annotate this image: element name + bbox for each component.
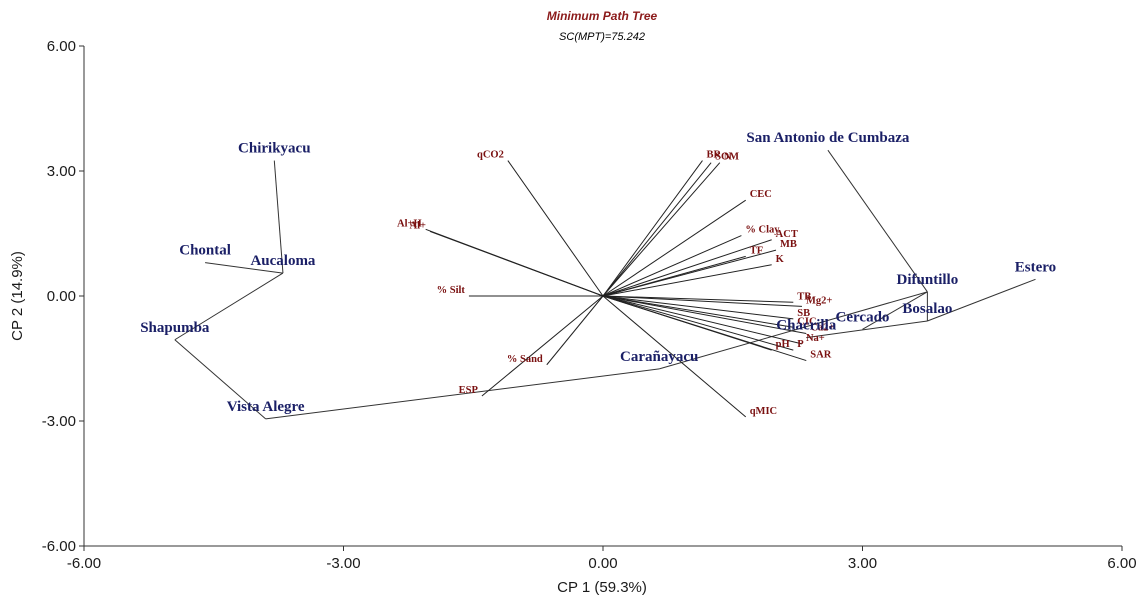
tree-edge-cara-ayacu-difuntillo [659,291,928,370]
vector-clay [602,235,742,297]
x-tick-label: -3.00 [326,555,360,572]
tree-edge-shapumba-vista-alegre [174,339,266,420]
site-label-chirikyacu: Chirikyacu [238,141,311,157]
site-label-san-antonio-de-cumbaza: San Antonio de Cumbaza [746,130,909,146]
vector-som [602,162,712,297]
vector-n [602,162,721,297]
y-tick-label: -3.00 [42,413,76,430]
x-tick-label: 3.00 [848,555,877,572]
tree-edge-aucaloma-shapumba [174,272,284,341]
tree-edge-chacrilla-bosalao [806,320,928,339]
y-tick-label: 6.00 [47,38,76,55]
site-label-cercado: Cercado [836,309,890,325]
vector-tf [602,255,746,297]
vector-ca2 [602,295,807,334]
variable-label-qco2: qCO2 [477,150,504,161]
x-tick-label: 6.00 [1107,555,1136,572]
axes: -6.00 -3.00 0.00 3.00 6.00 6.00 3.00 0.00 -3.00 -… [42,38,1137,572]
site-label-aucaloma: Aucaloma [250,253,315,269]
vector-esp [481,295,604,397]
variable-label-sb: SB [797,308,810,319]
vector-act [602,239,772,297]
variable-label-na: Na+ [806,333,825,344]
y-tick-label: 3.00 [47,163,76,180]
variable-label-ph: pH [776,339,790,350]
tree-edge-san-antonio-de-cumbaza-difuntillo [827,149,928,293]
variable-label-n: N [724,152,732,163]
variable-label-act: ACT [776,229,798,240]
variable-label-qmic: qMIC [750,406,777,417]
variable-label-esp: ESP [459,385,479,396]
chart-title: Minimum Path Tree [547,9,658,23]
tree-edge-chontal-aucaloma [205,262,284,274]
minimum-path-tree [174,149,1036,420]
site-label-difuntillo: Difuntillo [897,272,959,288]
vector-tb [602,295,794,303]
variable-label-clay: % Clay [745,225,780,236]
x-tick-label: 0.00 [588,555,617,572]
x-tick-label: -6.00 [67,555,101,572]
variable-label-mg2: Mg2+ [806,295,832,306]
variable-label-cec: CEC [750,189,772,200]
site-labels: Chirikyacu Aucaloma Chontal Shapumba Vista A… [140,130,1056,415]
tree-edge-vista-alegre-cara-ayacu [265,368,660,420]
vector-sar [602,295,807,362]
variable-label-ca2: Ca2+ [810,323,834,334]
site-label-chontal: Chontal [179,243,231,259]
variable-label-sand: % Sand [507,354,543,365]
site-label-bosalao: Bosalao [902,301,952,317]
variable-label-al: Al+ [410,220,427,231]
variable-label-cic: CIC [797,316,816,327]
vector-mg2 [602,295,802,307]
variable-label-sar: SAR [810,350,831,361]
vector-cec [602,199,747,297]
site-label-chacrilla: Chacrilla [776,318,836,334]
vector-sand [546,295,604,366]
tree-edge-chirikyacu-aucaloma [273,160,284,274]
variable-label-tb: TB [797,291,811,302]
variable-label-mb: MB [780,239,797,250]
y-tick-label: -6.00 [42,538,76,555]
variable-label-al-h: Al+H [397,218,422,229]
variable-label-som: SOM [715,152,739,163]
chart-subtitle: SC(MPT)=75.242 [559,31,645,43]
variable-label-p: P [797,339,804,350]
site-label-cara-ayacu: Carañayacu [620,349,698,365]
vector-qco2 [507,160,604,297]
vector-k [602,264,772,297]
y-axis-label: CP 2 (14.9%) [9,251,26,341]
variable-label-k: K [776,254,785,265]
tree-edge-difuntillo-cercado [862,291,928,330]
y-tick-label: 0.00 [47,288,76,305]
vector-cic [602,295,794,328]
vector-sb [602,295,794,320]
tree-edge-bosalao-estero [927,278,1036,322]
site-label-shapumba: Shapumba [140,320,210,336]
site-label-vista-alegre: Vista Alegre [227,399,305,415]
x-axis-label: CP 1 (59.3%) [557,579,647,596]
variable-label-silt: % Silt [437,285,466,296]
site-label-estero: Estero [1015,259,1056,275]
variable-label-br: BR [706,150,721,161]
variable-vectors [425,160,807,418]
vector-al [429,230,604,297]
vector-br [602,160,703,297]
vector-na [602,295,803,345]
vector-p [602,295,794,351]
vector-qmic [602,295,747,418]
variable-label-tf: TF [750,245,763,256]
